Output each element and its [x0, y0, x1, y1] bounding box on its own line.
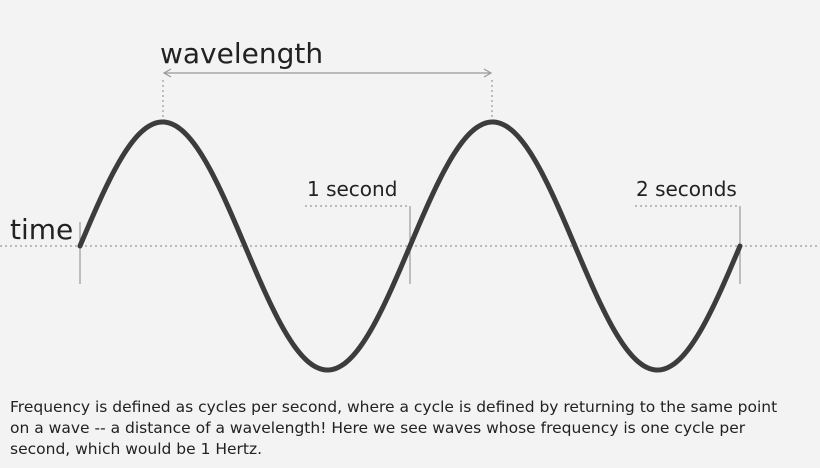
arrow-head: [483, 68, 493, 78]
time-label: time: [10, 213, 73, 246]
wavelength-label: wavelength: [160, 37, 323, 70]
sine-wave: [77, 119, 743, 373]
caption-line: on a wave -- a distance of a wavelength!…: [10, 419, 746, 437]
one-second-label: 1 second: [307, 177, 397, 201]
caption-line: second, which would be 1 Hertz.: [10, 440, 262, 458]
two-seconds-label: 2 seconds: [636, 177, 737, 201]
arrow-head: [162, 68, 172, 78]
caption-line: Frequency is defined as cycles per secon…: [10, 398, 777, 416]
